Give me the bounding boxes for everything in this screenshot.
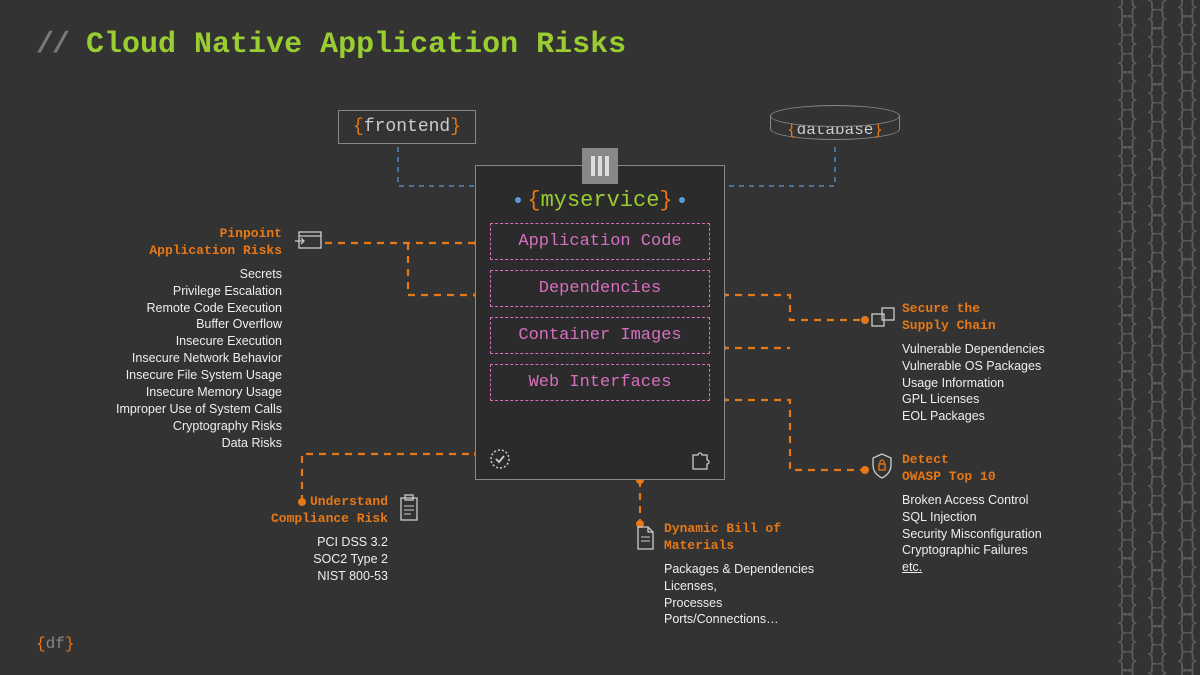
pinpoint-title: Pinpoint Application Risks bbox=[72, 226, 282, 260]
list-item: Ports/Connections… bbox=[664, 611, 864, 628]
boxes-icon bbox=[870, 306, 896, 328]
frontend-label: frontend bbox=[364, 117, 450, 137]
brace-column: {}{}{}{}{}{}{}{}{}{}{}{}{}{}{}{}{}{}{}{}… bbox=[1176, 0, 1196, 675]
list-item: Usage Information bbox=[902, 375, 1112, 392]
df-logo: {df} bbox=[36, 635, 74, 653]
list-item: Insecure Execution bbox=[72, 333, 282, 350]
list-item: Licenses, bbox=[664, 578, 864, 595]
list-item: Insecure Memory Usage bbox=[72, 384, 282, 401]
database-node: {database} bbox=[770, 105, 900, 140]
callout-understand: Understand Compliance Risk PCI DSS 3.2 S… bbox=[208, 494, 388, 584]
list-item: SQL Injection bbox=[902, 509, 1122, 526]
list-item: Broken Access Control bbox=[902, 492, 1122, 509]
db-top bbox=[770, 105, 900, 127]
list-item: Vulnerable Dependencies bbox=[902, 341, 1112, 358]
list-item: Vulnerable OS Packages bbox=[902, 358, 1112, 375]
callout-secure: Secure the Supply Chain Vulnerable Depen… bbox=[902, 301, 1112, 425]
list-item: Cryptography Risks bbox=[72, 418, 282, 435]
detect-title: Detect OWASP Top 10 bbox=[902, 452, 1122, 486]
dynamic-title: Dynamic Bill of Materials bbox=[664, 521, 864, 555]
list-item: Secrets bbox=[72, 266, 282, 283]
list-item: Buffer Overflow bbox=[72, 316, 282, 333]
badge-check-icon bbox=[488, 447, 512, 471]
list-item: Improper Use of System Calls bbox=[72, 401, 282, 418]
layer-web-interfaces: Web Interfaces bbox=[490, 364, 710, 401]
dot-right bbox=[679, 197, 685, 203]
brace-open: { bbox=[353, 117, 364, 137]
list-item: Insecure Network Behavior bbox=[72, 350, 282, 367]
title-slashes: // bbox=[36, 28, 68, 62]
window-arrow-icon bbox=[295, 230, 323, 252]
list-item: Processes bbox=[664, 595, 864, 612]
layer-application-code: Application Code bbox=[490, 223, 710, 260]
frontend-node: {frontend} bbox=[338, 110, 476, 144]
list-item: PCI DSS 3.2 bbox=[208, 534, 388, 551]
brace-close: } bbox=[450, 117, 461, 137]
callout-detect: Detect OWASP Top 10 Broken Access Contro… bbox=[902, 452, 1122, 576]
understand-items: PCI DSS 3.2 SOC2 Type 2 NIST 800-53 bbox=[208, 534, 388, 585]
list-item: Insecure File System Usage bbox=[72, 367, 282, 384]
callout-pinpoint: Pinpoint Application Risks Secrets Privi… bbox=[72, 226, 282, 451]
puzzle-icon bbox=[688, 447, 712, 471]
secure-title: Secure the Supply Chain bbox=[902, 301, 1112, 335]
list-item: Packages & Dependencies bbox=[664, 561, 864, 578]
brace-column: {}{}{}{}{}{}{}{}{}{}{}{}{}{}{}{}{}{}{}{}… bbox=[1146, 0, 1166, 675]
list-item: EOL Packages bbox=[902, 408, 1112, 425]
service-title: {myservice} bbox=[476, 188, 724, 213]
service-node: {myservice} Application Code Dependencie… bbox=[475, 165, 725, 480]
logo-text: df bbox=[46, 635, 65, 653]
understand-title: Understand Compliance Risk bbox=[208, 494, 388, 528]
list-item: Security Misconfiguration bbox=[902, 526, 1122, 543]
layer-container-images: Container Images bbox=[490, 317, 710, 354]
list-item: NIST 800-53 bbox=[208, 568, 388, 585]
shield-lock-icon bbox=[870, 452, 894, 480]
clipboard-icon bbox=[398, 494, 420, 522]
callout-dynamic: Dynamic Bill of Materials Packages & Dep… bbox=[664, 521, 864, 628]
list-item: Remote Code Execution bbox=[72, 300, 282, 317]
secure-items: Vulnerable Dependencies Vulnerable OS Pa… bbox=[902, 341, 1112, 425]
layer-dependencies: Dependencies bbox=[490, 270, 710, 307]
slide-title: // Cloud Native Application Risks bbox=[36, 28, 626, 62]
list-item: Privilege Escalation bbox=[72, 283, 282, 300]
detect-items: Broken Access Control SQL Injection Secu… bbox=[902, 492, 1122, 576]
document-icon bbox=[634, 524, 658, 552]
list-item: SOC2 Type 2 bbox=[208, 551, 388, 568]
list-item-etc: etc. bbox=[902, 559, 1122, 576]
title-text: Cloud Native Application Risks bbox=[86, 28, 626, 62]
list-item: Cryptographic Failures bbox=[902, 542, 1122, 559]
dynamic-items: Packages & Dependencies Licenses, Proces… bbox=[664, 561, 864, 629]
list-item: Data Risks bbox=[72, 435, 282, 452]
list-item: GPL Licenses bbox=[902, 391, 1112, 408]
dot-left bbox=[515, 197, 521, 203]
service-label: myservice bbox=[541, 188, 660, 213]
pinpoint-items: Secrets Privilege Escalation Remote Code… bbox=[72, 266, 282, 452]
service-bars-icon bbox=[582, 148, 618, 184]
